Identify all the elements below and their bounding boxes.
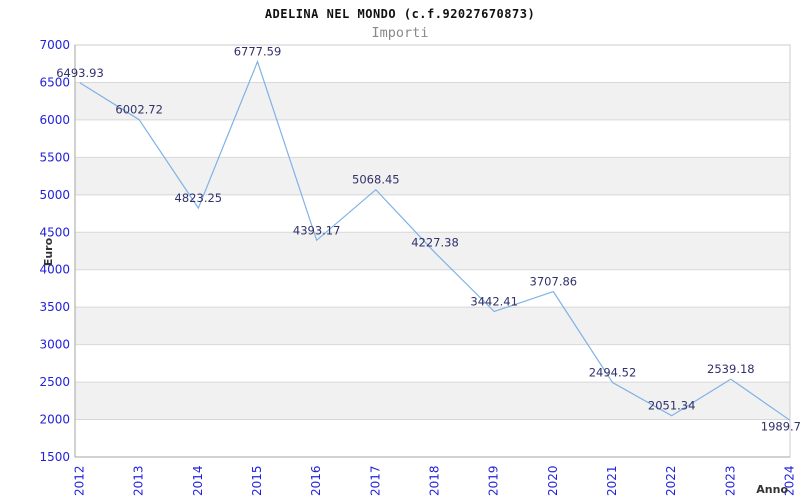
x-tick-label: 2014 (191, 465, 205, 496)
value-label: 6777.59 (234, 45, 282, 59)
x-tick-label: 2016 (309, 465, 323, 496)
y-tick-labels: 7000 6500 6000 5500 5000 4500 4000 3500 3000 2500… (39, 38, 70, 464)
value-label: 5068.45 (352, 173, 400, 187)
x-tick-label: 2022 (664, 465, 678, 496)
value-label: 3442.41 (470, 294, 518, 308)
value-label: 2494.52 (589, 366, 637, 380)
y-tick-label: 2500 (39, 375, 70, 389)
y-tick-label: 6000 (39, 113, 70, 127)
band-row (75, 157, 790, 195)
y-tick-label: 2000 (39, 413, 70, 427)
x-tick-label: 2020 (546, 465, 560, 496)
band-row (75, 82, 790, 120)
value-label: 4393.17 (293, 223, 341, 237)
data-line (79, 59, 791, 421)
band-row (75, 382, 790, 420)
value-label: 2051.34 (648, 399, 696, 413)
y-tick-label: 3000 (39, 338, 70, 352)
y-tick-label: 7000 (39, 38, 70, 52)
x-tick-label: 2012 (73, 465, 87, 496)
x-tick-label: 2023 (723, 465, 737, 496)
x-tick-label: 2021 (605, 465, 619, 496)
value-label: 6002.72 (115, 103, 163, 117)
y-axis-title: Euro (42, 237, 55, 266)
x-tick-label: 2013 (132, 465, 146, 496)
band-row (75, 307, 790, 345)
y-tick-label: 1500 (39, 450, 70, 464)
plot-bands (75, 82, 790, 420)
value-label: 4227.38 (411, 236, 459, 250)
y-tick-label: 4000 (39, 263, 70, 277)
chart-title: ADELINA NEL MONDO (c.f.92027670873) (264, 7, 536, 21)
y-tick-label: 6500 (39, 75, 70, 89)
value-label: 3707.86 (530, 275, 578, 289)
y-tick-label: 4500 (39, 225, 70, 239)
band-row (75, 232, 790, 270)
y-tick-label: 5500 (39, 150, 70, 164)
value-label: 2539.18 (707, 362, 755, 376)
value-label: 4823.25 (175, 191, 223, 205)
y-tick-label: 5000 (39, 188, 70, 202)
value-label: 1989.7 (761, 419, 800, 433)
x-axis-title: Anno (756, 483, 788, 496)
x-tick-labels: 2012 2013 2014 2015 2016 2017 2018 2019 2020 2021… (73, 465, 797, 496)
x-tick-label: 2015 (250, 465, 264, 496)
x-tick-label: 2024 (783, 465, 797, 496)
x-tick-label: 2017 (368, 465, 382, 496)
value-labels: 6493.93 6002.72 4823.25 6777.59 4393.17 5068.… (56, 45, 800, 434)
y-tick-label: 3500 (39, 300, 70, 314)
x-tick-label: 2018 (428, 465, 442, 496)
x-tick-label: 2019 (487, 465, 501, 496)
value-label: 6493.93 (56, 66, 104, 80)
chart-subtitle: Importi (371, 25, 429, 41)
